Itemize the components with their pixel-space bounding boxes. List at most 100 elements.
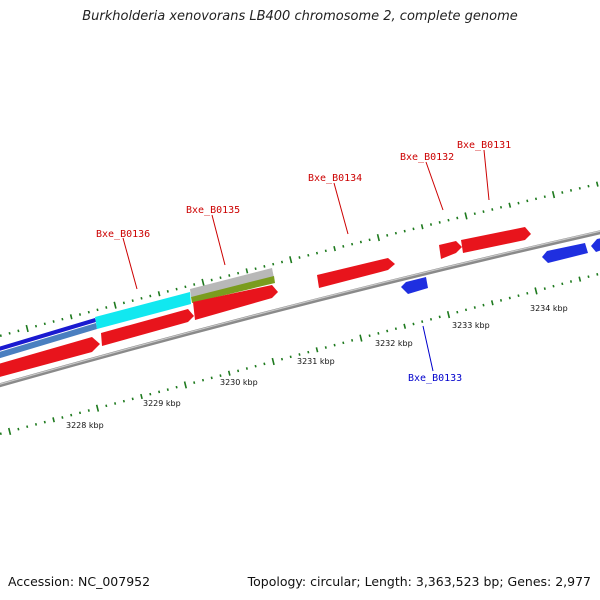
gene-label: Bxe_B0131 (457, 140, 511, 151)
tick-mark (201, 278, 205, 286)
tick-mark (482, 303, 485, 307)
tick-mark (166, 388, 169, 391)
tick-mark (517, 294, 520, 298)
feature-grey (190, 268, 274, 297)
tick-mark (166, 290, 169, 293)
tick-mark (569, 280, 573, 283)
tick-mark (201, 378, 205, 382)
tick-mark (473, 306, 476, 309)
tick-mark (438, 221, 441, 224)
tick-mark (175, 385, 178, 389)
tick-mark (61, 317, 64, 321)
tick-mark (447, 218, 450, 222)
tick-mark (499, 299, 503, 302)
tick-mark (210, 278, 213, 282)
tick-mark (289, 355, 292, 359)
tick-mark (219, 276, 222, 280)
tick-mark (403, 323, 407, 329)
tick-mark (595, 181, 599, 187)
tick-mark (324, 346, 327, 349)
feature-navy (0, 318, 96, 351)
tick-mark (272, 262, 275, 266)
tick-mark (561, 282, 564, 286)
tick-mark (587, 275, 590, 279)
tick-mark (210, 376, 213, 380)
tick-mark (280, 260, 284, 264)
tick-mark (386, 329, 389, 333)
tick-mark (78, 313, 82, 316)
tick-mark (105, 306, 108, 309)
tick-mark (315, 347, 319, 353)
tick-mark (359, 240, 362, 244)
tick-mark (569, 189, 573, 192)
tick-mark (245, 367, 248, 370)
reverse-genes (401, 238, 600, 294)
tick-mark (254, 364, 257, 368)
gene-arrow (0, 337, 100, 377)
tick-mark (122, 399, 125, 403)
tick-mark (183, 381, 188, 389)
tick-mark (87, 310, 90, 314)
tick-mark (43, 322, 46, 326)
gene-label: Bxe_B0135 (186, 205, 240, 216)
forward-genes (0, 227, 531, 377)
tick-mark (96, 308, 99, 312)
tick-mark (386, 234, 389, 237)
tick-mark (490, 300, 494, 306)
tick-mark (17, 427, 20, 431)
scale-label: 3232 kbp (375, 339, 413, 348)
tick-mark (34, 324, 38, 328)
gene-label: Bxe_B0134 (308, 173, 362, 184)
tick-mark (175, 287, 178, 291)
tick-mark (464, 308, 468, 312)
tick-mark (184, 285, 187, 289)
gene-label: Bxe_B0136 (96, 229, 150, 240)
tick-mark (596, 273, 599, 276)
feature-ring (0, 268, 275, 359)
tick-mark (114, 402, 117, 405)
tick-mark (534, 197, 538, 201)
tick-mark (482, 210, 485, 213)
tick-mark (140, 393, 143, 400)
tick-mark (263, 362, 266, 366)
scale-label: 3231 kbp (297, 357, 335, 366)
tick-mark (43, 420, 46, 424)
tick-mark (69, 314, 73, 320)
tick-mark (307, 350, 310, 354)
gene-arrow (193, 285, 278, 320)
gene-arrow (401, 277, 428, 294)
tick-mark (473, 212, 476, 216)
tick-mark (359, 334, 363, 342)
tick-mark (394, 231, 397, 235)
tick-mark (298, 353, 301, 356)
tick-mark (158, 390, 161, 394)
tick-mark (78, 411, 82, 415)
gene-arrow (591, 238, 600, 252)
tick-mark (289, 256, 293, 264)
tick-mark (324, 249, 327, 253)
tick-mark (193, 381, 196, 384)
tick-mark (237, 271, 240, 275)
tick-mark (543, 287, 546, 290)
tick-mark (578, 186, 581, 190)
feature-olive (191, 276, 275, 303)
tick-mark (122, 301, 125, 305)
gene-arrow (101, 309, 194, 346)
tick-mark (95, 404, 100, 412)
tick-mark (438, 315, 441, 319)
tick-mark (464, 212, 468, 220)
tick-mark (376, 234, 381, 242)
tick-mark (228, 274, 231, 277)
tick-mark (351, 339, 354, 342)
feature-cyan (95, 292, 191, 329)
tick-mark (105, 404, 108, 408)
tick-mark (421, 320, 424, 323)
tick-mark (429, 223, 433, 226)
tick-mark (149, 294, 152, 298)
tick-mark (8, 331, 11, 335)
accession-text: Accession: NC_007952 (8, 574, 151, 589)
gene-label: Bxe_B0132 (400, 152, 454, 163)
tick-mark (342, 245, 345, 248)
tick-mark (140, 296, 143, 300)
